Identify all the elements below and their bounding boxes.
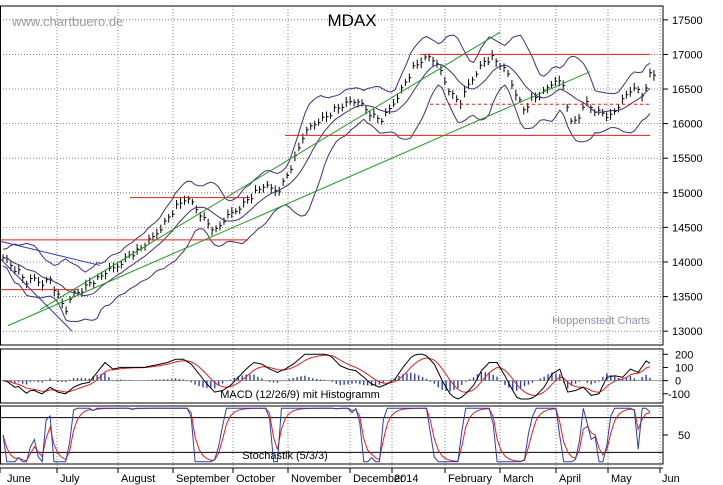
downtrend-line [0, 258, 73, 332]
credit-text: Hoppenstedt Charts [552, 315, 650, 327]
middle-band-line [2, 63, 651, 297]
price-panel-frame [0, 5, 664, 346]
macd-ytick-label: 100 [675, 362, 693, 374]
price-ytick-label: 17500 [672, 15, 703, 27]
macd-ytick-label: -100 [668, 389, 690, 401]
price-ytick-label: 14500 [672, 222, 703, 234]
x-tick-label: September [176, 473, 230, 485]
macd-label: MACD (12/26/9) mit Histogramm [220, 389, 380, 401]
stoch-ytick-label: 50 [678, 430, 690, 442]
x-tick-label: December [353, 473, 404, 485]
x-tick-label: July [60, 473, 80, 485]
watermark-text: www.chartbuero.de [11, 14, 123, 29]
macd-line [2, 353, 651, 400]
x-tick-label: 2014 [394, 473, 418, 485]
macd-panel [0, 353, 663, 400]
stoch-panel [0, 407, 663, 463]
price-ytick-label: 14000 [672, 257, 703, 269]
price-ytick-label: 16000 [672, 119, 703, 131]
trend-line [39, 31, 501, 311]
price-ytick-label: 15000 [672, 188, 703, 200]
price-ytick-label: 13500 [672, 292, 703, 304]
x-tick-label: August [121, 473, 155, 485]
x-tick-label: May [611, 473, 632, 485]
price-panel [0, 31, 656, 332]
macd-signal-line [2, 354, 651, 396]
downtrend-line [0, 240, 101, 266]
x-tick-label: February [448, 473, 493, 485]
x-tick-label: March [503, 473, 534, 485]
x-tick-label: October [236, 473, 275, 485]
upper-band-line [2, 34, 651, 273]
price-ytick-label: 17000 [672, 49, 703, 61]
price-ytick-label: 15500 [672, 153, 703, 165]
stoch-label: Stochastik (5/3/3) [242, 450, 328, 462]
macd-panel-frame [0, 348, 664, 404]
macd-ytick-label: 200 [675, 349, 693, 361]
trend-line [7, 71, 591, 327]
macd-ytick-label: 0 [675, 376, 681, 388]
x-tick-label: April [559, 473, 581, 485]
stoch-panel-frame [0, 405, 664, 465]
price-ytick-label: 16500 [672, 84, 703, 96]
axes-layer: 13000 13500 14000 14500 15000 15500 16000 16500… [0, 5, 703, 485]
price-ytick-label: 13000 [672, 326, 703, 338]
chart-title: MDAX [327, 11, 376, 30]
grid-layer [0, 6, 663, 468]
x-tick-label: June [7, 473, 31, 485]
x-tick-label: November [291, 473, 342, 485]
lower-band-line [2, 84, 651, 323]
x-tick-label: Jun [662, 473, 680, 485]
stoch-k-line [2, 407, 651, 463]
